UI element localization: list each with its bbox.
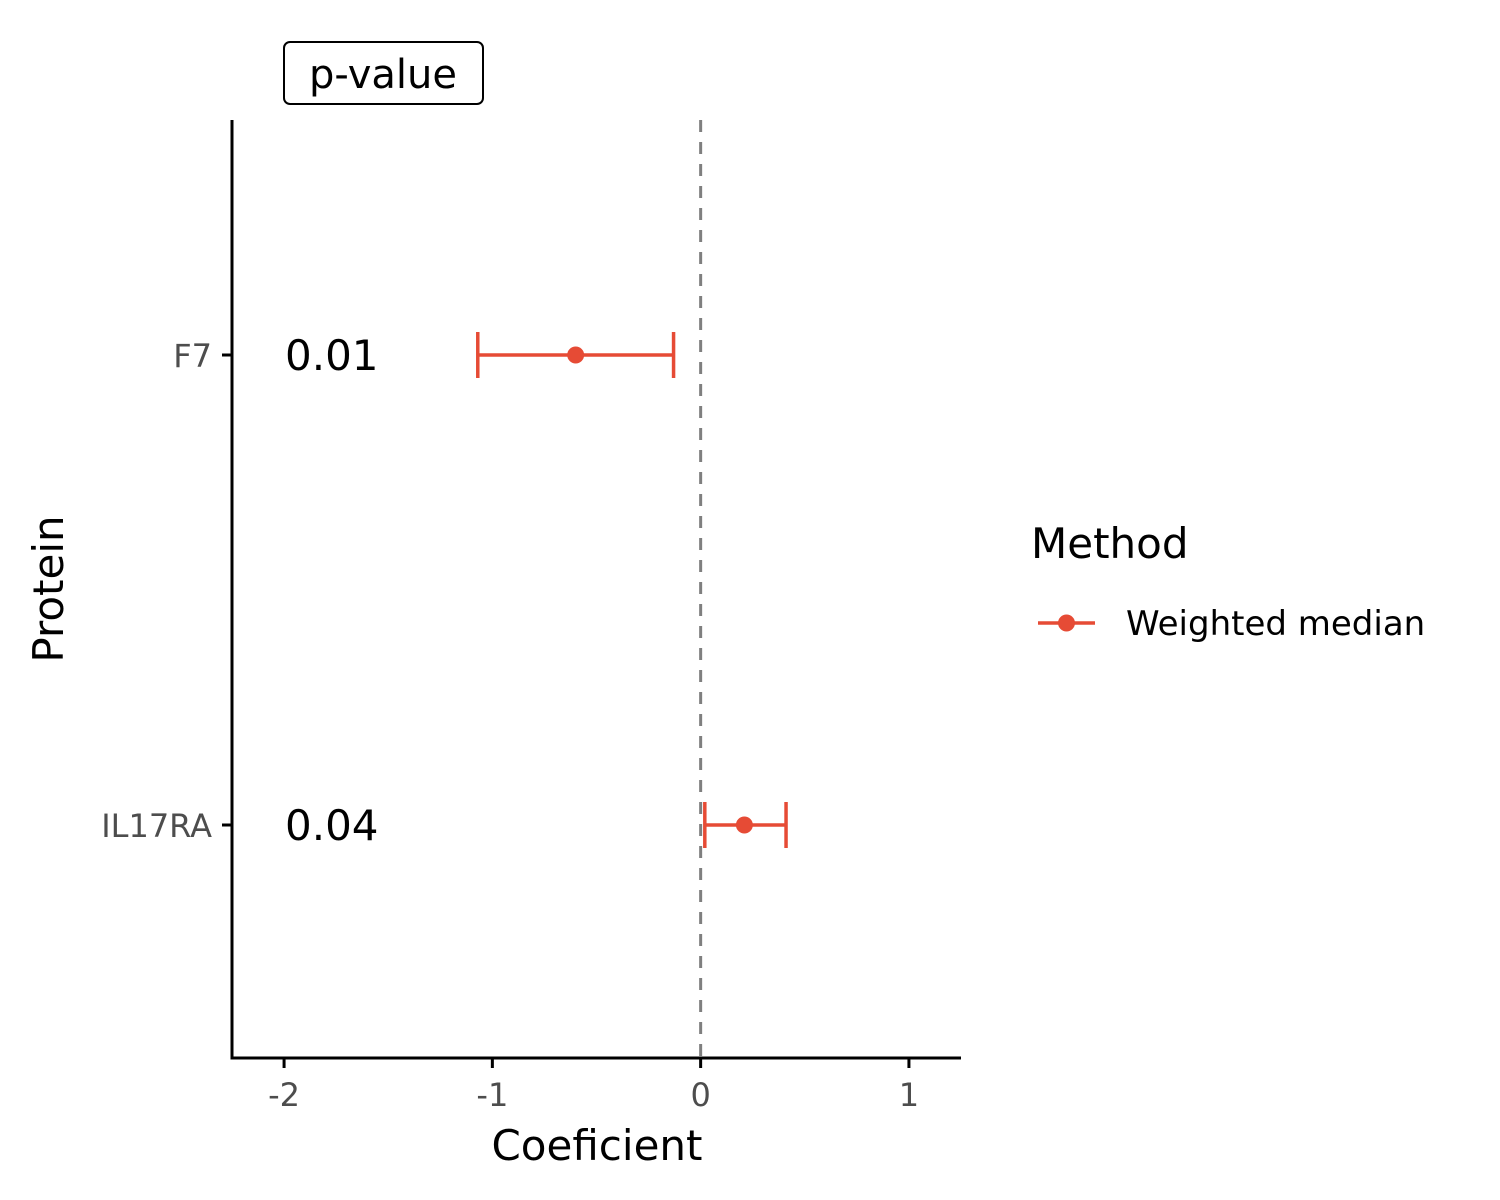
pvalue-header-label: p-value	[309, 52, 457, 98]
y-axis-title: Protein	[24, 515, 73, 662]
estimate-point	[567, 346, 585, 364]
y-tick-label: F7	[173, 337, 212, 375]
legend: Method Weighted median	[1031, 519, 1425, 644]
pvalue-label: 0.04	[285, 801, 379, 850]
legend-item: Weighted median	[1038, 604, 1425, 644]
pvalue-header-box	[283, 41, 484, 105]
y-axis-ticks: F7 IL17RA	[101, 337, 232, 845]
pvalue-labels: 0.01 0.04	[285, 331, 379, 850]
legend-title: Method	[1031, 519, 1189, 568]
legend-label: Weighted median	[1126, 604, 1425, 644]
error-bar-group	[476, 332, 676, 378]
error-bar-group	[703, 802, 788, 848]
estimate-point	[735, 816, 753, 834]
x-tick-label: -2	[268, 1076, 300, 1114]
estimate-marks	[476, 332, 788, 848]
x-tick-label: -1	[476, 1076, 508, 1114]
x-tick-label: 0	[690, 1076, 710, 1114]
pvalue-label: 0.01	[285, 331, 379, 380]
legend-items: Weighted median	[1038, 604, 1425, 644]
legend-key-point	[1058, 614, 1075, 632]
pvalue-header: p-value	[283, 41, 484, 105]
x-axis-ticks: -2 -1 0 1	[268, 1058, 919, 1114]
y-tick-label: IL17RA	[101, 807, 212, 845]
x-axis-title: Coeficient	[491, 1121, 702, 1170]
x-tick-label: 1	[899, 1076, 919, 1114]
